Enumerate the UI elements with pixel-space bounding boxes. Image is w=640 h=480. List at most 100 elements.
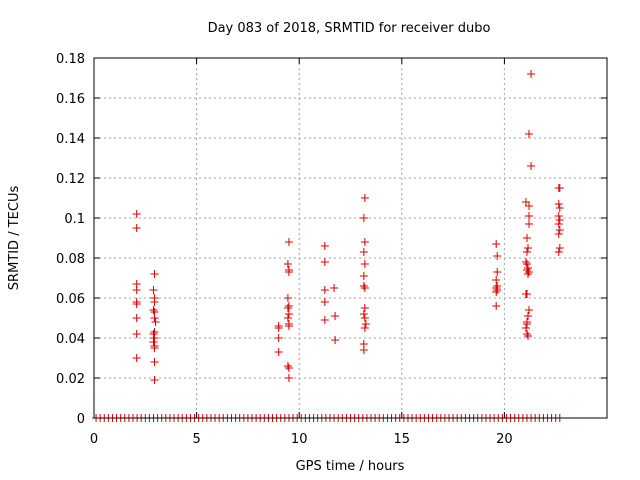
data-point (149, 338, 158, 346)
data-point (522, 248, 531, 256)
data-point (523, 270, 532, 278)
data-point (149, 330, 158, 338)
data-point (331, 312, 340, 320)
data-point (132, 224, 141, 232)
data-point (554, 248, 563, 256)
data-point (360, 260, 369, 268)
data-point (493, 286, 502, 294)
y-axis-label: SRMTID / TECUs (7, 186, 22, 291)
data-point (522, 234, 531, 242)
data-point (284, 310, 293, 318)
data-point (283, 304, 292, 312)
data-point (150, 314, 159, 322)
data-point (132, 314, 141, 322)
data-point (284, 238, 293, 246)
data-point (492, 288, 501, 296)
data-point (132, 354, 141, 362)
data-point (361, 320, 370, 328)
data-point (132, 286, 141, 294)
data-point (360, 314, 369, 322)
data-point (331, 336, 340, 344)
data-point (359, 214, 368, 222)
data-point (132, 210, 141, 218)
data-point (320, 286, 329, 294)
data-point (284, 302, 293, 310)
data-point (274, 334, 283, 342)
data-points (132, 70, 564, 384)
tick-labels: 0 0.02 0.04 0.06 0.08 0.1 0.12 0.14 0.16 0.18 0 5 10… (56, 52, 513, 447)
data-point (284, 374, 293, 382)
data-point (150, 298, 159, 306)
y-tick-label: 0 (77, 412, 85, 427)
data-point (522, 320, 531, 328)
data-point (360, 194, 369, 202)
data-point (360, 238, 369, 246)
y-tick-label: 0.18 (56, 52, 85, 67)
y-tick-label: 0.16 (56, 92, 85, 107)
data-point (150, 334, 159, 342)
x-tick-label: 15 (394, 432, 411, 447)
data-point (525, 220, 534, 228)
data-point (555, 244, 564, 252)
data-point (492, 302, 501, 310)
plot-frame (93, 57, 608, 419)
data-point (527, 162, 536, 170)
data-point (360, 324, 369, 332)
data-point (525, 212, 534, 220)
data-point (554, 200, 563, 208)
data-point (284, 322, 293, 330)
data-point (320, 242, 329, 250)
data-point (150, 376, 159, 384)
data-point (554, 212, 563, 220)
data-point (525, 130, 534, 138)
data-point (274, 348, 283, 356)
data-point (359, 272, 368, 280)
y-tick-label: 0.04 (56, 332, 85, 347)
data-point (554, 220, 563, 228)
data-point (525, 306, 534, 314)
data-point (132, 300, 141, 308)
data-point (283, 362, 292, 370)
data-point (521, 258, 530, 266)
data-point (149, 286, 158, 294)
data-point (360, 304, 369, 312)
data-point (150, 270, 159, 278)
data-point (151, 318, 160, 326)
grid-lines (94, 58, 607, 418)
data-point (555, 226, 564, 234)
data-point (283, 314, 292, 322)
y-tick-label: 0.06 (56, 292, 85, 307)
data-point (522, 290, 531, 298)
data-point (274, 324, 283, 332)
x-axis-label: GPS time / hours (296, 459, 405, 474)
data-point (525, 202, 534, 210)
x-tick-label: 5 (192, 432, 200, 447)
data-point (525, 268, 534, 276)
data-point (554, 230, 563, 238)
x-tick-label: 10 (291, 432, 308, 447)
data-point (320, 258, 329, 266)
data-point (132, 330, 141, 338)
data-point (330, 284, 339, 292)
y-tick-label: 0.02 (56, 372, 85, 387)
data-point (359, 282, 368, 290)
data-point (284, 364, 293, 372)
data-point (320, 298, 329, 306)
y-tick-label: 0.12 (56, 172, 85, 187)
data-point (150, 358, 159, 366)
data-point (522, 330, 531, 338)
data-point (283, 260, 292, 268)
data-point (523, 244, 532, 252)
data-point (492, 276, 501, 284)
chart-title: Day 083 of 2018, SRMTID for receiver dub… (208, 21, 491, 36)
x-tick-label: 20 (496, 432, 513, 447)
y-tick-label: 0.14 (56, 132, 85, 147)
data-point (359, 346, 368, 354)
data-point (527, 70, 536, 78)
data-point (283, 294, 292, 302)
data-point (555, 184, 564, 192)
y-tick-label: 0.1 (64, 212, 85, 227)
y-tick-label: 0.08 (56, 252, 85, 267)
data-point (555, 216, 564, 224)
